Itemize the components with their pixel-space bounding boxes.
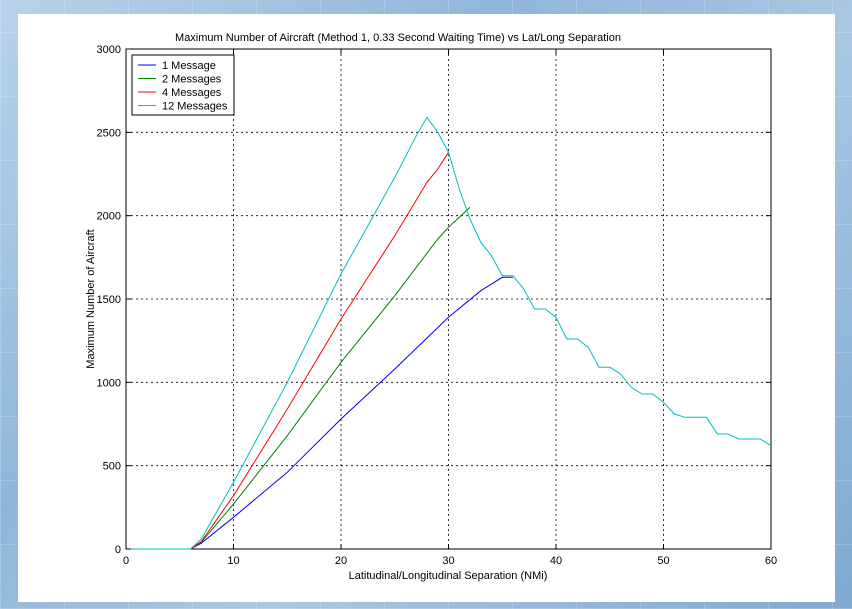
y-tick-label: 500 (103, 461, 121, 473)
legend-label: 4 Messages (162, 87, 222, 99)
y-axis-title: Maximum Number of Aircraft (85, 229, 97, 368)
x-tick-label: 60 (765, 555, 777, 567)
series-line-2 (126, 206, 471, 550)
legend-label: 1 Message (162, 60, 216, 72)
series-line-3 (126, 152, 449, 550)
x-axis-title: Latitudinal/Longitudinal Separation (NMi… (349, 570, 548, 582)
x-tick-label: 20 (335, 555, 347, 567)
y-tick-label: 0 (115, 544, 121, 556)
y-tick-label: 2000 (97, 211, 121, 223)
y-tick-label: 3000 (97, 44, 121, 56)
series-line-1 (126, 276, 513, 550)
series-line-4 (126, 116, 772, 550)
x-tick-label: 0 (123, 555, 129, 567)
y-tick-label: 1000 (97, 377, 121, 389)
figure-window: Maximum Number of Aircraft (Method 1, 0.… (18, 14, 835, 602)
legend-label: 2 Messages (162, 74, 222, 86)
x-tick-label: 40 (550, 555, 562, 567)
legend-label: 12 Messages (162, 101, 228, 113)
x-tick-label: 50 (657, 555, 669, 567)
x-tick-label: 10 (227, 555, 239, 567)
y-tick-label: 1500 (97, 294, 121, 306)
chart-title: Maximum Number of Aircraft (Method 1, 0.… (175, 32, 621, 44)
y-tick-label: 2500 (97, 127, 121, 139)
x-tick-label: 30 (442, 555, 454, 567)
line-chart: Maximum Number of Aircraft (Method 1, 0.… (85, 32, 777, 582)
